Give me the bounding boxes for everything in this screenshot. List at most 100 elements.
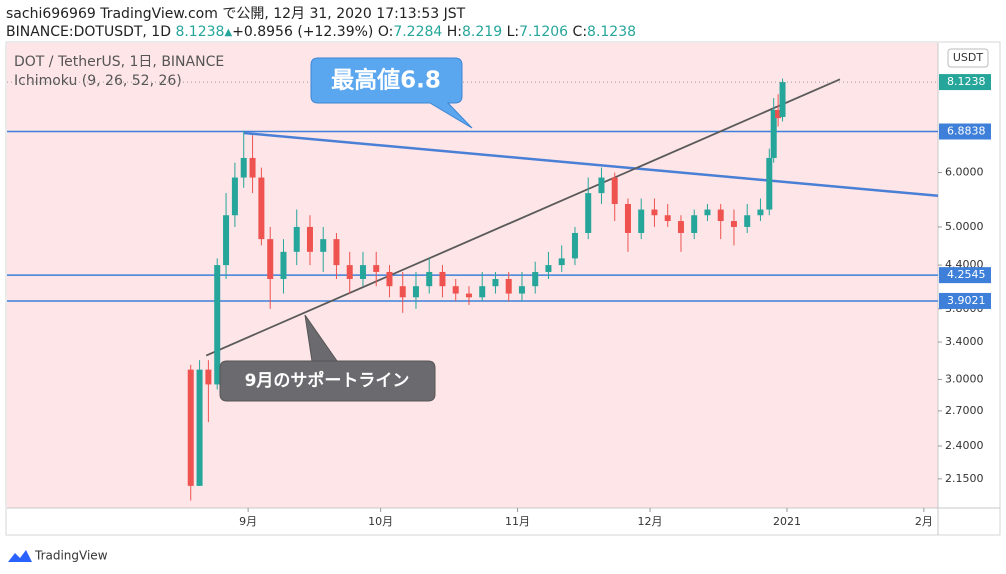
- change: +0.8956 (+12.39%): [232, 24, 373, 40]
- candle-body: [492, 278, 499, 287]
- publish-info: sachi696969 TradingView.com で公開, 12月 31,…: [6, 6, 466, 22]
- footer-brand: TradingView: [34, 549, 108, 563]
- candle-body: [240, 157, 247, 178]
- logo: TradingView: [8, 549, 108, 563]
- candle-body: [545, 265, 552, 272]
- x-tick-label: 2021: [773, 515, 801, 528]
- candle-body: [293, 226, 300, 252]
- ohlc-value: 7.2284: [393, 24, 442, 40]
- ohlc-value: 8.219: [462, 24, 502, 40]
- trend-line: [205, 78, 841, 357]
- candle-body: [267, 239, 274, 279]
- legend-symbol: DOT / TetherUS, 1日, BINANCE: [14, 54, 224, 70]
- candle-body: [465, 293, 472, 298]
- candle-body: [558, 258, 565, 266]
- candle-body: [744, 215, 751, 227]
- y-tick-label: 3.4000: [945, 335, 984, 348]
- candle-body: [757, 209, 764, 216]
- y-tick-label: 5.0000: [945, 220, 984, 233]
- level-label: 3.9021: [947, 294, 986, 307]
- candle-body: [505, 278, 512, 294]
- y-tick-label: 2.7000: [945, 404, 984, 417]
- candle-body: [766, 157, 773, 210]
- candle-body: [320, 239, 327, 252]
- candle-body: [704, 209, 711, 216]
- ohlc-header: BINANCE:DOTUSDT, 1D 8.1238▲+0.8956 (+12.…: [6, 24, 636, 40]
- plot: [7, 78, 942, 512]
- candle-body: [346, 265, 353, 279]
- callout-high-text: 最高値6.8: [331, 67, 441, 94]
- level-label: 4.2545: [947, 268, 986, 281]
- x-tick-label: 12月: [638, 515, 663, 528]
- currency-box: [947, 48, 989, 68]
- ohlc-key: O:: [378, 24, 394, 40]
- candle-body: [258, 177, 265, 240]
- candle-body: [373, 265, 380, 272]
- y-tick-label: 2.1500: [945, 472, 984, 485]
- candle-body: [775, 109, 782, 119]
- y-tick-label: 6.0000: [945, 166, 984, 179]
- candle-body: [677, 221, 684, 233]
- candle-body: [452, 286, 459, 294]
- candle-body: [280, 251, 287, 279]
- candle-body: [359, 265, 366, 279]
- candle-body: [187, 369, 194, 486]
- last-price-label: 8.1238: [947, 75, 986, 88]
- candle-body: [638, 209, 645, 233]
- candle-body: [611, 177, 618, 204]
- level-label: 6.8838: [947, 125, 986, 138]
- ohlc-key: L:: [507, 24, 520, 40]
- x-tick-label: 10月: [368, 515, 393, 528]
- candle-body: [624, 203, 631, 233]
- ohlc-key: H:: [447, 24, 462, 40]
- ohlc-key: C:: [573, 24, 588, 40]
- candle-body: [205, 369, 212, 385]
- candle-body: [196, 369, 203, 486]
- logo-icon: [8, 550, 32, 562]
- candle-body: [214, 265, 221, 385]
- last-price: 8.1238: [175, 24, 224, 40]
- callout-high: [310, 57, 473, 129]
- up-arrow: ▲: [224, 27, 232, 38]
- candle-body: [439, 271, 446, 287]
- y-tick-label: 3.0000: [945, 372, 984, 385]
- candle-body: [717, 209, 724, 222]
- callout-support: [219, 314, 436, 402]
- x-tick-label: 2月: [915, 515, 933, 528]
- level-tag: [939, 292, 991, 309]
- symbol: BINANCE:DOTUSDT, 1D: [6, 24, 171, 40]
- candle-body: [585, 193, 592, 233]
- level-tag: [939, 267, 991, 284]
- candle-body: [598, 177, 605, 194]
- ohlc-value: 7.1206: [519, 24, 568, 40]
- candle-body: [664, 215, 671, 222]
- ohlc-line: BINANCE:DOTUSDT, 1D 8.1238▲+0.8956 (+12.…: [6, 24, 636, 40]
- level-tag: [939, 123, 991, 140]
- candle-body: [571, 232, 578, 259]
- candle-body: [518, 286, 525, 294]
- candle-body: [779, 82, 786, 117]
- x-tick-label: 11月: [505, 515, 530, 528]
- last-price-tag: [939, 74, 991, 91]
- candle-body: [306, 226, 313, 252]
- candle-body: [651, 209, 658, 216]
- candle-body: [730, 221, 737, 227]
- candle-body: [479, 286, 486, 298]
- candle-body: [223, 215, 230, 266]
- candle-body: [412, 286, 419, 298]
- annotations: 最高値6.8 9月のサポートライン: [219, 57, 473, 402]
- candle-body: [691, 215, 698, 233]
- candle-body: [399, 286, 406, 298]
- candle-body: [770, 109, 777, 158]
- ohlc-value: 8.1238: [587, 24, 636, 40]
- candle-body: [333, 239, 340, 266]
- candle-body: [426, 271, 433, 287]
- trend-line: [243, 131, 939, 198]
- callout-support-text: 9月のサポートライン: [245, 370, 410, 391]
- currency: USDT: [953, 51, 984, 64]
- x-tick-label: 9月: [239, 515, 257, 528]
- candle-body: [386, 271, 393, 287]
- candle-body: [249, 157, 256, 178]
